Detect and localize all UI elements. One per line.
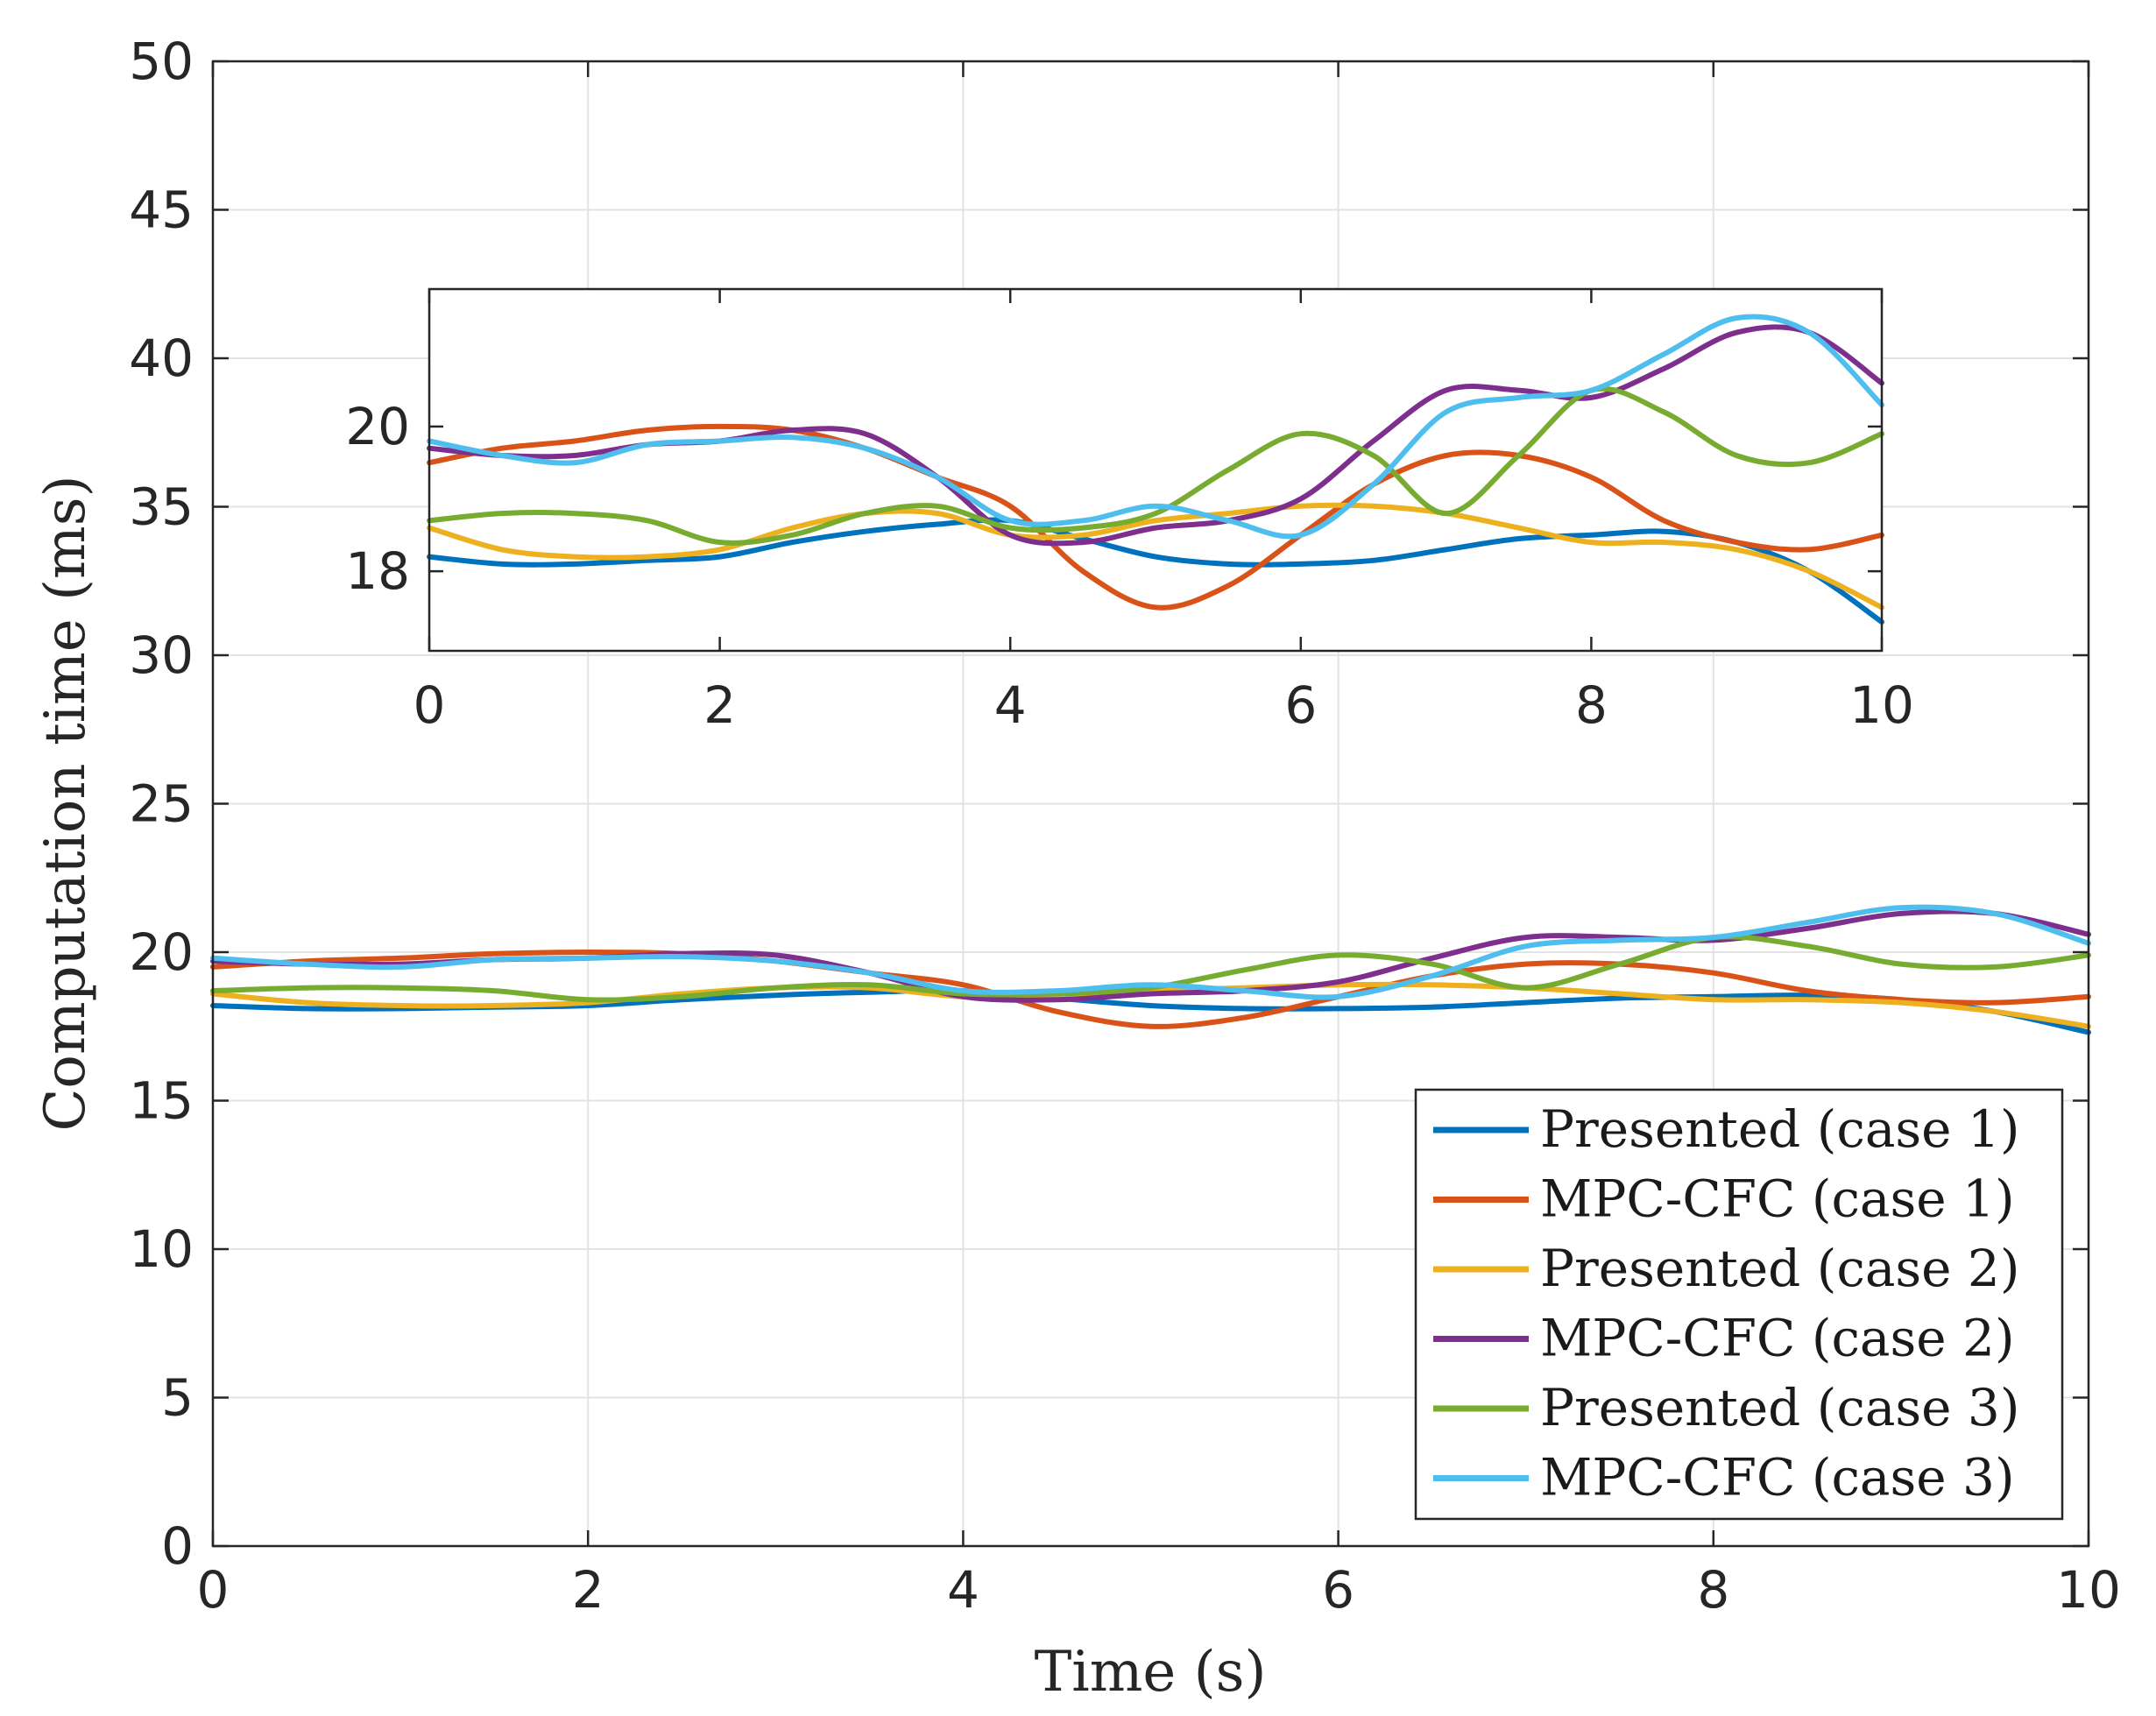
legend-label-5: Presented (case 3): [1540, 1378, 2019, 1437]
x-tick-label: 4: [947, 1560, 979, 1620]
inset-background: [429, 289, 1882, 651]
inset-series-line-1: [427, 517, 1884, 625]
x-tick-label: 8: [1697, 1560, 1729, 1620]
y-tick-label: 25: [129, 774, 194, 834]
x-tick-label: 6: [1322, 1560, 1354, 1620]
legend-label-4: MPC-CFC (case 2): [1540, 1309, 2015, 1368]
series-line-2: [210, 950, 2091, 1029]
y-axis-title: Computation time (ms): [33, 475, 98, 1131]
series-line-5: [210, 934, 2091, 1003]
y-tick-label: 0: [161, 1516, 194, 1576]
legend-items: Presented (case 1) MPC-CFC (case 1) Presen…: [1433, 1099, 2019, 1508]
y-tick-label: 5: [161, 1368, 194, 1428]
y-tick-label: 35: [129, 477, 194, 537]
inset-x-tick-label: 4: [994, 675, 1027, 735]
inset-plot: 0 2 4 6 8 10 18 20: [345, 287, 1914, 735]
inset-y-tick-label: 20: [345, 397, 410, 456]
y-tick-label: 20: [129, 922, 194, 982]
legend-label-6: MPC-CFC (case 3): [1540, 1448, 2015, 1508]
legend: Presented (case 1) MPC-CFC (case 1) Presen…: [1414, 1088, 2064, 1521]
inset-x-tick-label: 10: [1849, 675, 1914, 735]
inset-x-tick-label: 6: [1284, 675, 1317, 735]
main-series: [210, 904, 2091, 1035]
y-tick-label: 30: [129, 625, 194, 685]
x-tick-label: 2: [572, 1560, 604, 1620]
legend-label-2: MPC-CFC (case 1): [1540, 1169, 2015, 1229]
legend-label-1: Presented (case 1): [1540, 1099, 2019, 1159]
y-tick-label: 50: [129, 32, 194, 91]
inset-y-tick-label: 18: [345, 541, 410, 601]
x-tick-label: 10: [2056, 1560, 2121, 1620]
inset-series-line-5: [427, 385, 1884, 546]
inset-axes-box: [428, 287, 1884, 653]
y-tick-label: 40: [129, 328, 194, 388]
x-tick-label: 0: [197, 1560, 230, 1620]
series-line-3: [210, 981, 2091, 1029]
y-tick-label: 15: [129, 1071, 194, 1131]
inset-series-line-3: [427, 502, 1884, 611]
y-tick-label: 10: [129, 1219, 194, 1279]
inset-ticks: 0 2 4 6 8 10 18 20: [345, 289, 1914, 735]
inset-series: [427, 314, 1884, 625]
inset-series-line-2: [427, 423, 1884, 611]
inset-x-tick-label: 2: [703, 675, 736, 735]
inset-x-tick-label: 8: [1575, 675, 1608, 735]
y-tick-label: 45: [129, 180, 194, 240]
inset-x-tick-label: 0: [414, 675, 446, 735]
legend-box: [1414, 1088, 2064, 1521]
series-line-6: [210, 904, 2091, 1000]
inset-series-line-6: [427, 314, 1884, 540]
legend-label-3: Presented (case 2): [1540, 1239, 2019, 1298]
x-axis-title: Time (s): [1035, 1640, 1267, 1705]
